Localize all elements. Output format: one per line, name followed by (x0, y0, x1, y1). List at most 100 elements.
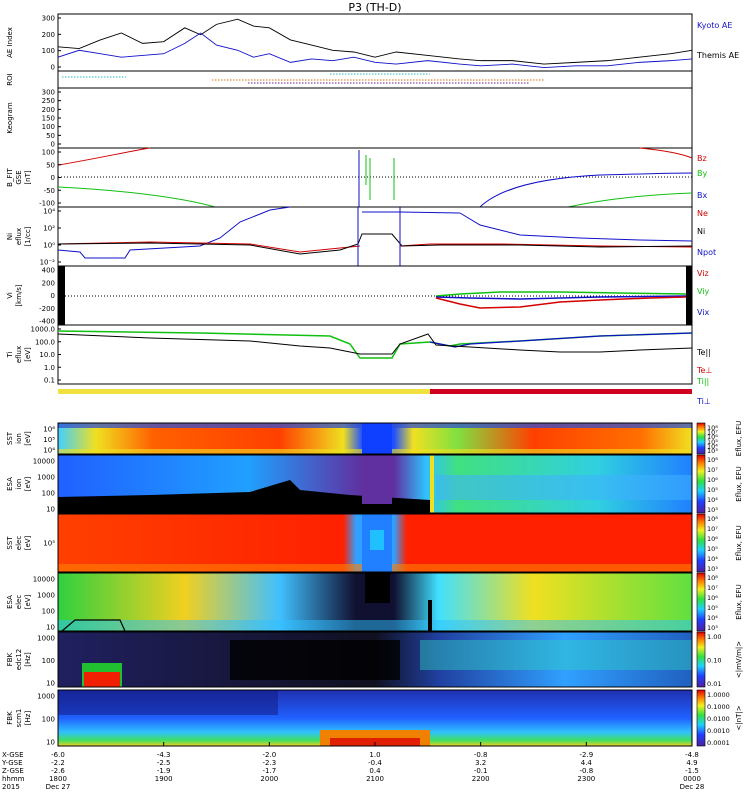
legend-entry: Kyoto AE (697, 21, 732, 30)
spectrogram-band (58, 480, 430, 513)
y-axis-label: SST (6, 431, 14, 445)
x-row-value: -2.3 (262, 759, 276, 767)
x-row-value: -1.9 (157, 767, 171, 775)
x-row-value: -6.0 (51, 751, 65, 759)
x-row-value: Dec 27 (46, 783, 71, 791)
npot-trace (362, 211, 461, 214)
colorbar-tick-label: 10³ (707, 624, 718, 632)
legend-entry: Ni (697, 227, 705, 236)
y-axis-label: scm1 (15, 709, 23, 728)
spec-sst-elec (57, 513, 693, 573)
x-row-value: 1800 (49, 775, 67, 783)
y-tick-label: 10000 (33, 576, 55, 584)
colorbar-label: Eflux, EFU (735, 584, 743, 619)
spectrogram-band (436, 475, 692, 500)
y-tick-label: 10 (46, 739, 55, 747)
y-tick-label: 200 (42, 106, 55, 114)
npot-line (57, 206, 693, 259)
colorbar-label: Eflux, EFU (735, 421, 743, 456)
colorbar-tick-label: 0.0001 (707, 739, 730, 747)
y-axis-label: Ni (6, 233, 14, 240)
y-axis-label: FBK (6, 711, 14, 725)
colorbar-tick-label: 10⁷ (707, 466, 718, 474)
x-row-value: -2.9 (579, 751, 593, 759)
colorbar-tick-label: 10⁵ (707, 438, 718, 446)
te-par-line (57, 333, 693, 355)
y-axis-label: ROI (6, 73, 14, 85)
colorbar (696, 422, 706, 455)
colorbar (696, 631, 706, 688)
y-axis-label: [eV] (24, 431, 32, 446)
x-row-value: 1900 (155, 775, 173, 783)
x-row-value: -4.3 (157, 751, 171, 759)
y-tick-label: -50 (44, 187, 55, 195)
y-axis-label: eflux (15, 346, 23, 363)
colorbar-tick-label: 1.00 (707, 633, 721, 641)
colorbar-tick-label: 10⁴ (707, 442, 718, 450)
y-axis-label: [1/cc] (24, 226, 32, 246)
y-tick-label: 0 (51, 292, 55, 300)
spectrogram-band (420, 640, 692, 670)
y-tick-label: 10⁵ (43, 540, 55, 548)
y-tick-label: 300 (42, 89, 55, 97)
y-axis-label: [km/s] (15, 284, 23, 307)
colorbar-label: Eflux, EFU (735, 525, 743, 560)
legend-entry: Themis AE (696, 51, 739, 60)
y-axis-label: GSE (15, 170, 23, 184)
colorbar-tick-label: 10⁷ (707, 584, 718, 592)
colorbar-tick-label: 10⁴ (707, 555, 718, 563)
x-row-value: -0.8 (474, 751, 488, 759)
spec-fbk-edc (57, 631, 693, 688)
colorbar-tick-label: 10³ (707, 447, 718, 455)
y-tick-label: 100 (42, 149, 55, 157)
y-axis-label: Keogram (6, 102, 14, 133)
y-tick-label: 0.1 (44, 377, 55, 385)
panel-frame (57, 147, 693, 208)
y-axis-label: [eV] (24, 476, 32, 491)
x-row-value: 4.4 (581, 759, 593, 767)
panel-ni (57, 206, 693, 267)
y-tick-label: 50 (46, 161, 55, 169)
fill-gap-right (686, 266, 692, 325)
colorbar-tick-label: 10⁶ (707, 535, 718, 543)
legend-entry: Bx (697, 191, 707, 200)
y-tick-label: -400 (39, 318, 55, 326)
y-tick-label: 200 (42, 31, 55, 39)
y-tick-label: 10000 (33, 458, 55, 466)
y-tick-label: 10 (46, 680, 55, 688)
y-tick-label: -200 (39, 305, 55, 313)
colorbar-tick-label: 10⁵ (707, 486, 718, 494)
spectrogram-band (58, 620, 692, 631)
y-tick-label: 0 (51, 64, 55, 72)
y-tick-label: 100 (42, 490, 55, 498)
colorbar-tick-label: 0.0100 (707, 715, 730, 723)
y-tick-label: 10⁴ (43, 208, 55, 216)
panel-vi (57, 265, 693, 326)
x-row-label: X-GSE (2, 751, 24, 759)
viz-line (435, 296, 687, 309)
panel-frame (57, 87, 693, 149)
y-axis-label: [eV] (24, 347, 32, 362)
colorbar-label: <|nT|> (735, 705, 743, 730)
y-axis-label: ESA (6, 477, 14, 491)
y-tick-label: 100 (42, 608, 55, 616)
spec-esa-ion (57, 454, 693, 514)
legend-entry: Viy (697, 287, 710, 296)
y-tick-label: 100 (42, 123, 55, 131)
y-axis-label: B_FIT (6, 167, 14, 186)
y-tick-label: 10⁴ (43, 447, 55, 455)
y-tick-label: 10 (46, 506, 55, 514)
y-axis-label: eflux (15, 228, 23, 245)
x-row-value: 2000 (260, 775, 278, 783)
x-row-value: 2300 (577, 775, 595, 783)
y-tick-label: 100 (42, 657, 55, 665)
plot-title: P3 (TH-D) (348, 1, 401, 14)
fill-gap-left (58, 266, 65, 325)
y-tick-label: 100 (42, 47, 55, 55)
y-tick-label: 0 (51, 141, 55, 149)
y-tick-label: 400 (42, 267, 55, 275)
x-row-value: Dec 28 (680, 783, 705, 791)
x-row-value: -0.8 (579, 767, 593, 775)
y-axis-label: [nT] (24, 170, 32, 184)
colorbar-tick-label: 10⁴ (707, 614, 718, 622)
